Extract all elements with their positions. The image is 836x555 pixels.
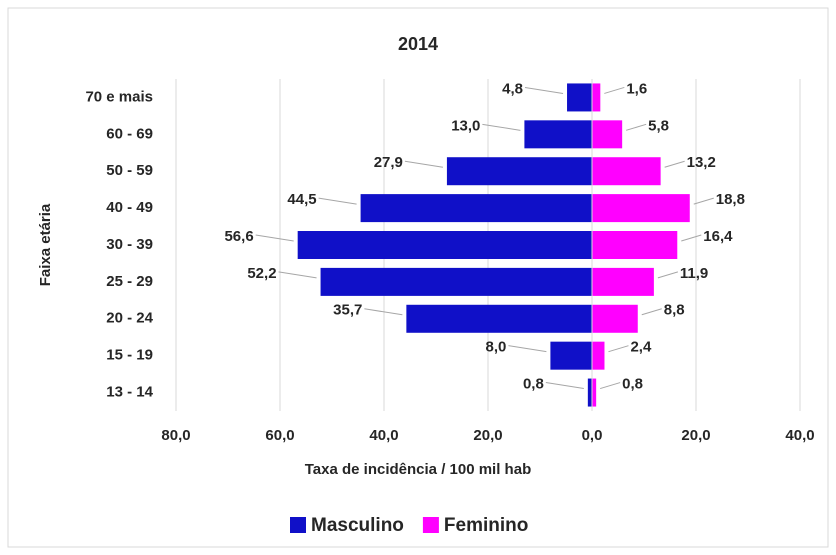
leader-line — [681, 234, 702, 242]
data-label: 52,2 — [247, 265, 276, 282]
leader-line — [318, 197, 357, 205]
leader-line — [693, 197, 714, 205]
data-label: 2,4 — [630, 339, 652, 356]
y-tick-label: 15 - 19 — [106, 347, 153, 364]
x-tick-label: 80,0 — [161, 427, 190, 444]
bar — [567, 83, 592, 112]
leader-line — [600, 382, 621, 390]
bar — [592, 304, 638, 333]
legend-swatch — [422, 517, 439, 533]
data-label: 8,0 — [486, 339, 507, 356]
leader-line — [604, 86, 625, 94]
y-tick-label: 50 - 59 — [106, 162, 153, 179]
bar — [592, 231, 678, 259]
leader-line — [255, 234, 294, 242]
x-tick-label: 60,0 — [265, 427, 294, 444]
leader-line — [545, 382, 584, 390]
bar — [587, 378, 592, 407]
leader-line — [364, 308, 403, 316]
leader-line — [608, 345, 629, 353]
data-label: 56,6 — [224, 228, 253, 245]
data-label: 11,9 — [680, 265, 708, 282]
x-tick-label: 40,0 — [369, 427, 398, 444]
chart-title: 2014 — [398, 34, 438, 54]
data-label: 44,5 — [287, 191, 316, 208]
bar — [446, 157, 592, 186]
data-label: 16,4 — [703, 228, 733, 245]
bar — [360, 194, 592, 223]
bar — [297, 231, 592, 259]
x-tick-label: 40,0 — [785, 427, 814, 444]
data-label: 5,8 — [648, 117, 669, 134]
y-tick-label: 13 - 14 — [106, 384, 153, 401]
legend-label: Feminino — [444, 515, 528, 536]
data-label: 13,2 — [687, 154, 716, 171]
bar — [592, 267, 654, 296]
y-tick-label: 70 e mais — [85, 88, 153, 105]
bar — [550, 341, 592, 370]
data-label: 13,0 — [451, 117, 480, 134]
leader-line — [657, 271, 679, 279]
y-tick-label: 40 - 49 — [106, 199, 153, 216]
legend-swatch — [290, 517, 306, 533]
x-tick-label: 20,0 — [473, 427, 502, 444]
bar — [592, 83, 601, 112]
y-tick-label: 30 - 39 — [106, 236, 153, 253]
bar — [524, 120, 592, 149]
leader-line — [482, 123, 521, 131]
bar — [592, 378, 597, 407]
y-tick-label: 60 - 69 — [106, 125, 153, 142]
bar — [592, 157, 661, 186]
data-label: 0,8 — [622, 376, 643, 393]
data-label: 27,9 — [374, 154, 403, 171]
bar — [592, 120, 623, 149]
y-tick-label: 20 - 24 — [106, 310, 153, 327]
y-tick-label: 25 - 29 — [106, 273, 153, 290]
x-tick-label: 0,0 — [582, 427, 603, 444]
bar — [406, 304, 592, 333]
data-label: 35,7 — [333, 302, 362, 319]
x-tick-label: 20,0 — [681, 427, 710, 444]
leader-line — [278, 271, 317, 279]
bar — [320, 267, 592, 296]
leader-line — [508, 345, 547, 353]
data-label: 1,6 — [626, 80, 647, 97]
bar — [592, 341, 605, 370]
bar — [592, 194, 690, 223]
data-label: 4,8 — [502, 80, 523, 97]
y-axis-label: Faixa etária — [37, 203, 54, 286]
leader-line — [641, 308, 662, 316]
leader-line — [664, 160, 685, 168]
data-label: 8,8 — [664, 302, 685, 319]
data-label: 0,8 — [523, 376, 544, 393]
legend-label: Masculino — [311, 515, 404, 536]
leader-line — [524, 86, 564, 94]
leader-line — [404, 160, 443, 168]
data-label: 18,8 — [716, 191, 745, 208]
x-axis-label: Taxa de incidência / 100 mil hab — [305, 461, 531, 478]
leader-line — [626, 123, 647, 131]
